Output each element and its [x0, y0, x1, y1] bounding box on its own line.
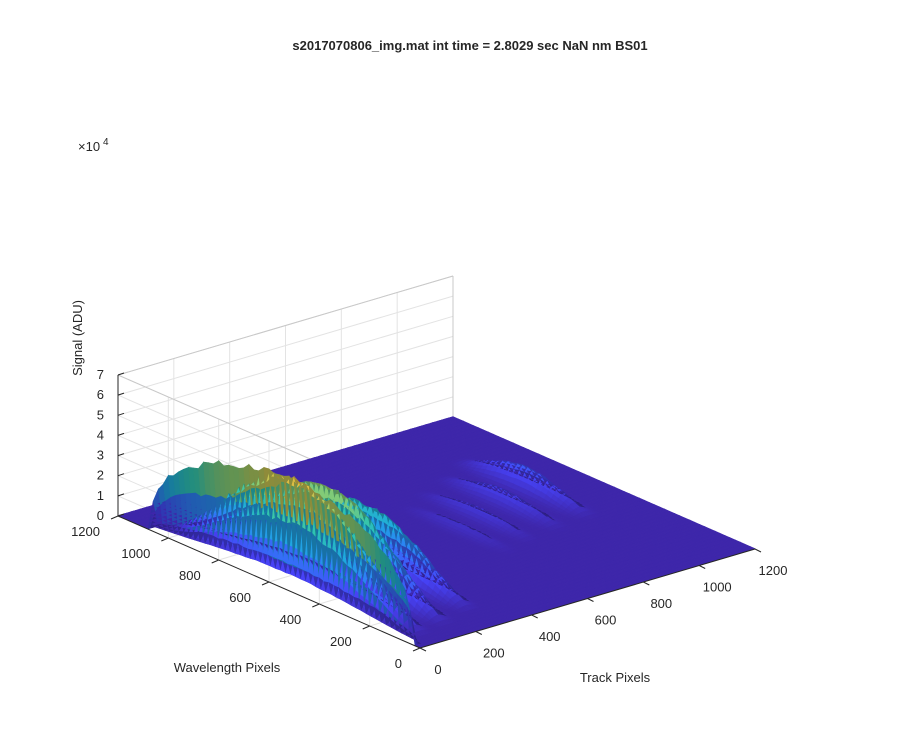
surface-mesh — [118, 417, 755, 648]
